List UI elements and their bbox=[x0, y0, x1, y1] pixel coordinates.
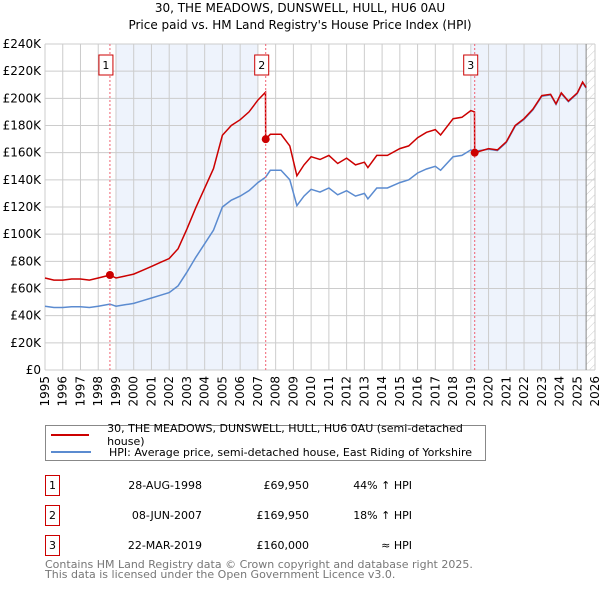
x-tick-label: 2013 bbox=[357, 376, 371, 407]
sale-number-badge: 2 bbox=[45, 505, 60, 526]
chart-title-line1: 30, THE MEADOWS, DUNSWELL, HULL, HU6 0AU bbox=[155, 1, 445, 15]
y-tick-label: £180K bbox=[3, 119, 43, 133]
sale-price: £169,950 bbox=[256, 509, 310, 522]
sale-price: £69,950 bbox=[263, 479, 310, 492]
x-tick-label: 2009 bbox=[286, 376, 300, 407]
x-tick-label: 1996 bbox=[56, 376, 70, 407]
sale-price: £160,000 bbox=[256, 539, 310, 552]
x-tick-label: 2024 bbox=[553, 376, 567, 407]
y-tick-label: £80K bbox=[10, 254, 42, 268]
x-tick-label: 2011 bbox=[322, 376, 336, 407]
sale-date: 08-JUN-2007 bbox=[131, 509, 202, 522]
legend-swatch-hpi bbox=[51, 451, 91, 453]
y-tick-label: £60K bbox=[10, 282, 42, 296]
sale-hpi-comparison: 18% ↑ HPI bbox=[353, 509, 412, 522]
x-tick-label: 2022 bbox=[517, 376, 531, 407]
legend-label-hpi: HPI: Average price, semi-detached house,… bbox=[109, 445, 473, 459]
footer: Contains HM Land Registry data © Crown c… bbox=[45, 558, 473, 581]
sale-point bbox=[470, 148, 479, 157]
x-tick-label: 2025 bbox=[570, 376, 584, 407]
x-tick-label: 2014 bbox=[375, 376, 389, 407]
sale-number-badge: 1 bbox=[45, 475, 60, 496]
sale-hpi-comparison: 44% ↑ HPI bbox=[353, 479, 412, 492]
x-tick-label: 2020 bbox=[482, 376, 496, 407]
series-line-property bbox=[44, 80, 587, 281]
x-tick-label: 2004 bbox=[198, 376, 212, 407]
x-tick-label: 1998 bbox=[91, 376, 105, 407]
x-tick-label: 2012 bbox=[340, 376, 354, 407]
x-tick-label: 2010 bbox=[304, 376, 318, 407]
legend: 30, THE MEADOWS, DUNSWELL, HULL, HU6 0AU… bbox=[45, 422, 486, 461]
legend-item-hpi: HPI: Average price, semi-detached house,… bbox=[51, 444, 472, 460]
price-chart: 30, THE MEADOWS, DUNSWELL, HULL, HU6 0AU… bbox=[3, 1, 600, 407]
legend-label-property: 30, THE MEADOWS, DUNSWELL, HULL, HU6 0AU… bbox=[107, 422, 463, 448]
y-tick-label: £200K bbox=[3, 91, 43, 105]
y-tick-label: £160K bbox=[3, 146, 43, 160]
sale-point bbox=[261, 135, 270, 144]
x-tick-label: 1999 bbox=[109, 376, 123, 407]
sale-row-1: 1 28-AUG-1998 £69,950 44% ↑ HPI bbox=[45, 475, 412, 496]
x-tick-label: 2001 bbox=[144, 376, 158, 407]
x-tick-label: 2019 bbox=[464, 376, 478, 407]
y-tick-label: £100K bbox=[3, 227, 43, 241]
sale-number-badge: 3 bbox=[45, 535, 60, 556]
legend-swatch-property bbox=[51, 434, 90, 436]
y-tick-label: £0 bbox=[26, 363, 41, 377]
x-tick-label: 2008 bbox=[269, 376, 283, 407]
x-tick-label: 2021 bbox=[499, 376, 513, 407]
x-tick-label: 2026 bbox=[588, 376, 600, 407]
sale-date: 28-AUG-1998 bbox=[128, 479, 202, 492]
x-tick-label: 2023 bbox=[535, 376, 549, 407]
x-tick-label: 2000 bbox=[127, 376, 141, 407]
sale-row-2: 2 08-JUN-2007 £169,950 18% ↑ HPI bbox=[45, 505, 412, 526]
sale-label-box bbox=[463, 54, 479, 76]
footer-copyright: Contains HM Land Registry data © Crown c… bbox=[45, 558, 473, 571]
y-tick-label: £40K bbox=[10, 309, 42, 323]
x-tick-label: 2005 bbox=[215, 376, 229, 407]
sale-point bbox=[105, 270, 114, 279]
x-tick-label: 2015 bbox=[393, 376, 407, 407]
x-tick-label: 2006 bbox=[233, 376, 247, 407]
sale-row-3: 3 22-MAR-2019 £160,000 ≈ HPI bbox=[45, 535, 412, 556]
sale-label-box bbox=[98, 54, 114, 76]
x-tick-label: 2002 bbox=[162, 376, 176, 407]
x-tick-label: 2018 bbox=[446, 376, 460, 407]
footer-licence: This data is licensed under the Open Gov… bbox=[45, 568, 396, 581]
legend-item-property: 30, THE MEADOWS, DUNSWELL, HULL, HU6 0AU… bbox=[51, 422, 485, 448]
x-tick-label: 1995 bbox=[38, 376, 52, 407]
y-tick-label: £240K bbox=[3, 37, 43, 51]
y-tick-label: £140K bbox=[3, 173, 43, 187]
x-tick-label: 2007 bbox=[251, 376, 265, 407]
x-tick-label: 2003 bbox=[180, 376, 194, 407]
x-tick-label: 2016 bbox=[411, 376, 425, 407]
y-tick-label: £20K bbox=[10, 336, 42, 350]
sale-label: 1 bbox=[102, 59, 109, 72]
sale-label: 2 bbox=[258, 59, 265, 72]
chart-title-line2: Price paid vs. HM Land Registry's House … bbox=[128, 18, 471, 32]
x-tick-label: 1997 bbox=[73, 376, 87, 407]
x-tick-label: 2017 bbox=[428, 376, 442, 407]
sale-hpi-comparison: ≈ HPI bbox=[381, 539, 412, 552]
y-tick-label: £120K bbox=[3, 200, 43, 214]
sale-label-box bbox=[254, 54, 270, 76]
sale-label: 3 bbox=[467, 59, 474, 72]
y-tick-label: £220K bbox=[3, 64, 43, 78]
sale-date: 22-MAR-2019 bbox=[127, 539, 202, 552]
